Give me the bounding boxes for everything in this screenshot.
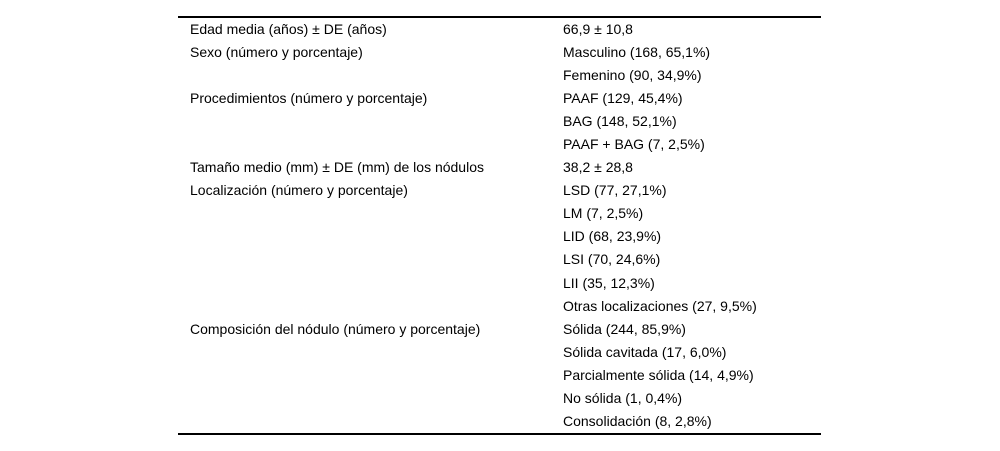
row-value: 66,9 ± 10,8 <box>563 21 633 37</box>
table-row: No sólida (1, 0,4%) <box>178 387 821 410</box>
row-value: Sólida (244, 85,9%) <box>563 320 686 337</box>
row-value: Consolidación (8, 2,8%) <box>563 412 712 429</box>
row-value: PAAF (129, 45,4%) <box>563 90 683 107</box>
table-row: PAAF + BAG (7, 2,5%) <box>178 133 821 156</box>
row-value: LSI (70, 24,6%) <box>563 251 661 268</box>
table-row: BAG (148, 52,1%) <box>178 110 821 133</box>
table-row: Consolidación (8, 2,8%) <box>178 410 821 433</box>
row-value: BAG (148, 52,1%) <box>563 113 677 130</box>
table-row: Femenino (90, 34,9%) <box>178 64 821 87</box>
row-label: Sexo (número y porcentaje) <box>190 44 363 61</box>
characteristics-table: Edad media (años) ± DE (años) 66,9 ± 10,… <box>178 16 821 435</box>
table-row: Otras localizaciones (27, 9,5%) <box>178 295 821 318</box>
table-rows: Edad media (años) ± DE (años) 66,9 ± 10,… <box>178 18 821 433</box>
row-value: PAAF + BAG (7, 2,5%) <box>563 136 705 153</box>
table-row: Edad media (años) ± DE (años) 66,9 ± 10,… <box>178 18 821 41</box>
row-value: 38,2 ± 28,8 <box>563 159 633 176</box>
table-row: Tamaño medio (mm) ± DE (mm) de los nódul… <box>178 156 821 179</box>
row-label: Composición del nódulo (número y porcent… <box>190 320 481 337</box>
table-row: LID (68, 23,9%) <box>178 225 821 248</box>
row-value: Parcialmente sólida (14, 4,9%) <box>563 366 754 383</box>
table-row: Composición del nódulo (número y porcent… <box>178 318 821 341</box>
row-value: No sólida (1, 0,4%) <box>563 389 683 406</box>
table-row: LII (35, 12,3%) <box>178 272 821 295</box>
row-label: Tamaño medio (mm) ± DE (mm) de los nódul… <box>190 159 484 176</box>
table-row: Localización (número y porcentaje) LSD (… <box>178 179 821 202</box>
row-label: Localización (número y porcentaje) <box>190 182 408 199</box>
row-value: LII (35, 12,3%) <box>563 274 655 291</box>
row-value: Masculino (168, 65,1%) <box>563 44 711 61</box>
row-value: LID (68, 23,9%) <box>563 228 662 245</box>
row-value: Sólida cavitada (17, 6,0%) <box>563 343 727 360</box>
table-row: Procedimientos (número y porcentaje) PAA… <box>178 87 821 110</box>
row-value: Otras localizaciones (27, 9,5%) <box>563 297 757 314</box>
row-label: Procedimientos (número y porcentaje) <box>190 90 428 107</box>
table-row: Sólida cavitada (17, 6,0%) <box>178 341 821 364</box>
table-row: Parcialmente sólida (14, 4,9%) <box>178 364 821 387</box>
row-value: LSD (77, 27,1%) <box>563 182 667 199</box>
table-row: LSI (70, 24,6%) <box>178 248 821 271</box>
row-label: Edad media (años) ± DE (años) <box>190 21 387 37</box>
table-row: LM (7, 2,5%) <box>178 202 821 225</box>
row-value: Femenino (90, 34,9%) <box>563 67 702 84</box>
row-value: LM (7, 2,5%) <box>563 205 644 222</box>
table-row: Sexo (número y porcentaje) Masculino (16… <box>178 41 821 64</box>
